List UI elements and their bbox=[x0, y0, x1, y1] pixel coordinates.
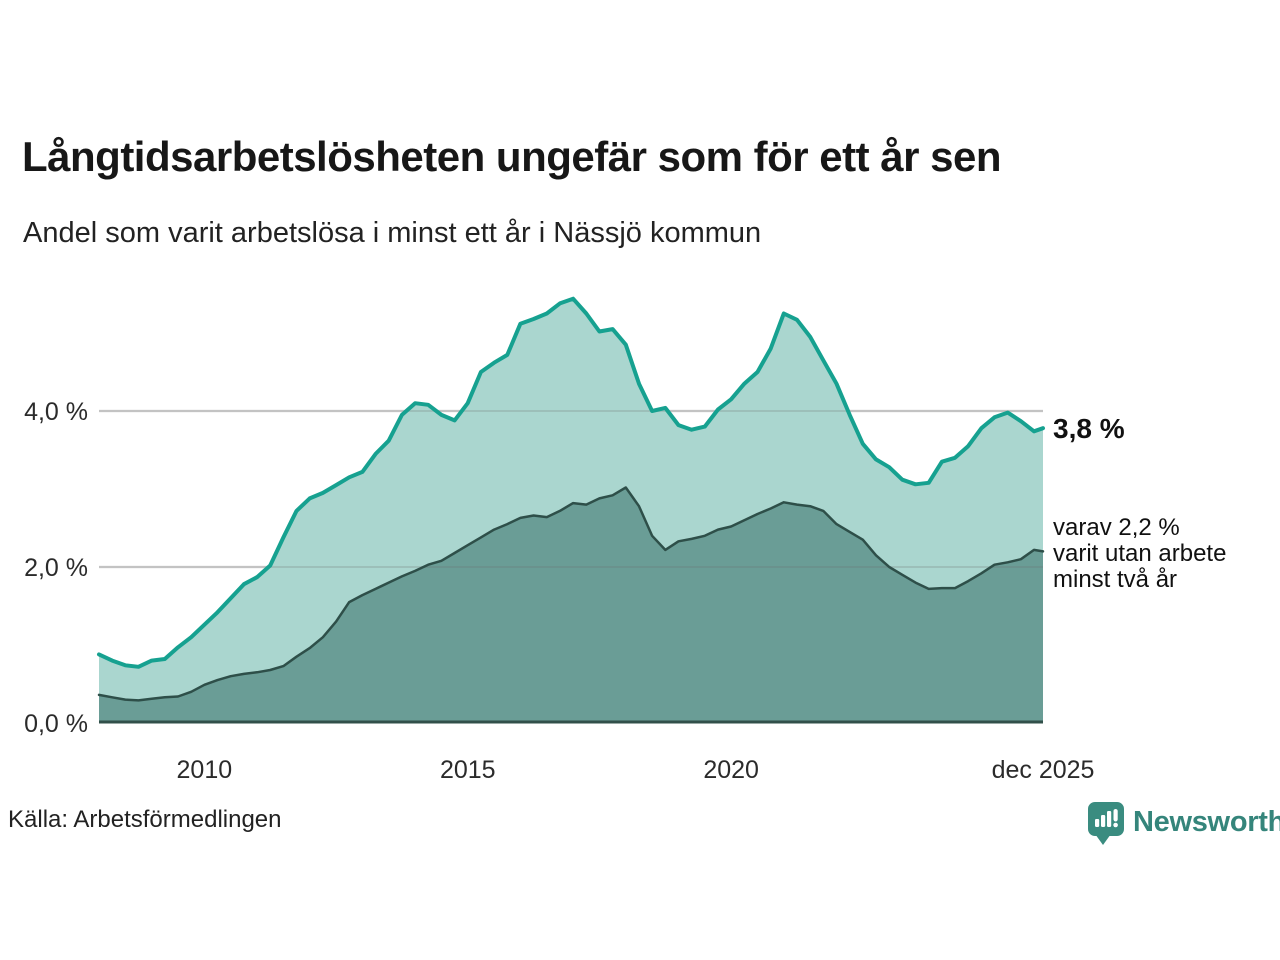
source-caption: Källa: Arbetsförmedlingen bbox=[8, 806, 282, 833]
y-tick-label: 4,0 % bbox=[24, 398, 88, 426]
x-tick-label: dec 2025 bbox=[992, 756, 1095, 784]
series2-annotation-line3: minst två år bbox=[1053, 566, 1178, 593]
y-tick-label: 2,0 % bbox=[24, 554, 88, 582]
series-line-2 bbox=[97, 486, 1045, 702]
series1-end-value-label: 3,8 % bbox=[1053, 413, 1125, 444]
x-tick-label: 2015 bbox=[440, 756, 496, 784]
x-tick-label: 2020 bbox=[703, 756, 759, 784]
series-line-1 bbox=[97, 296, 1045, 669]
unemployment-area-chart: 0,0 % 2,0 % 4,0 % 2010 2015 2020 dec 2025 bbox=[24, 296, 1095, 784]
series2-annotation-line1: varav 2,2 % bbox=[1053, 514, 1180, 541]
x-tick-label: 2010 bbox=[177, 756, 233, 784]
series2-annotation-line2: varit utan arbete bbox=[1053, 540, 1227, 567]
series2-annotation: varav 2,2 % varit utan arbete minst två … bbox=[1053, 515, 1226, 593]
series-area-2 bbox=[99, 487, 1043, 723]
newsworthy-logo-icon bbox=[1088, 802, 1124, 845]
brand-name: Newsworthy bbox=[1133, 806, 1280, 838]
page-subtitle: Andel som varit arbetslösa i minst ett å… bbox=[23, 217, 762, 249]
page-title: Långtidsarbetslösheten ungefär som för e… bbox=[22, 133, 1002, 180]
y-tick-label: 0,0 % bbox=[24, 710, 88, 738]
brand-logo: Newsworthy bbox=[1087, 801, 1280, 847]
